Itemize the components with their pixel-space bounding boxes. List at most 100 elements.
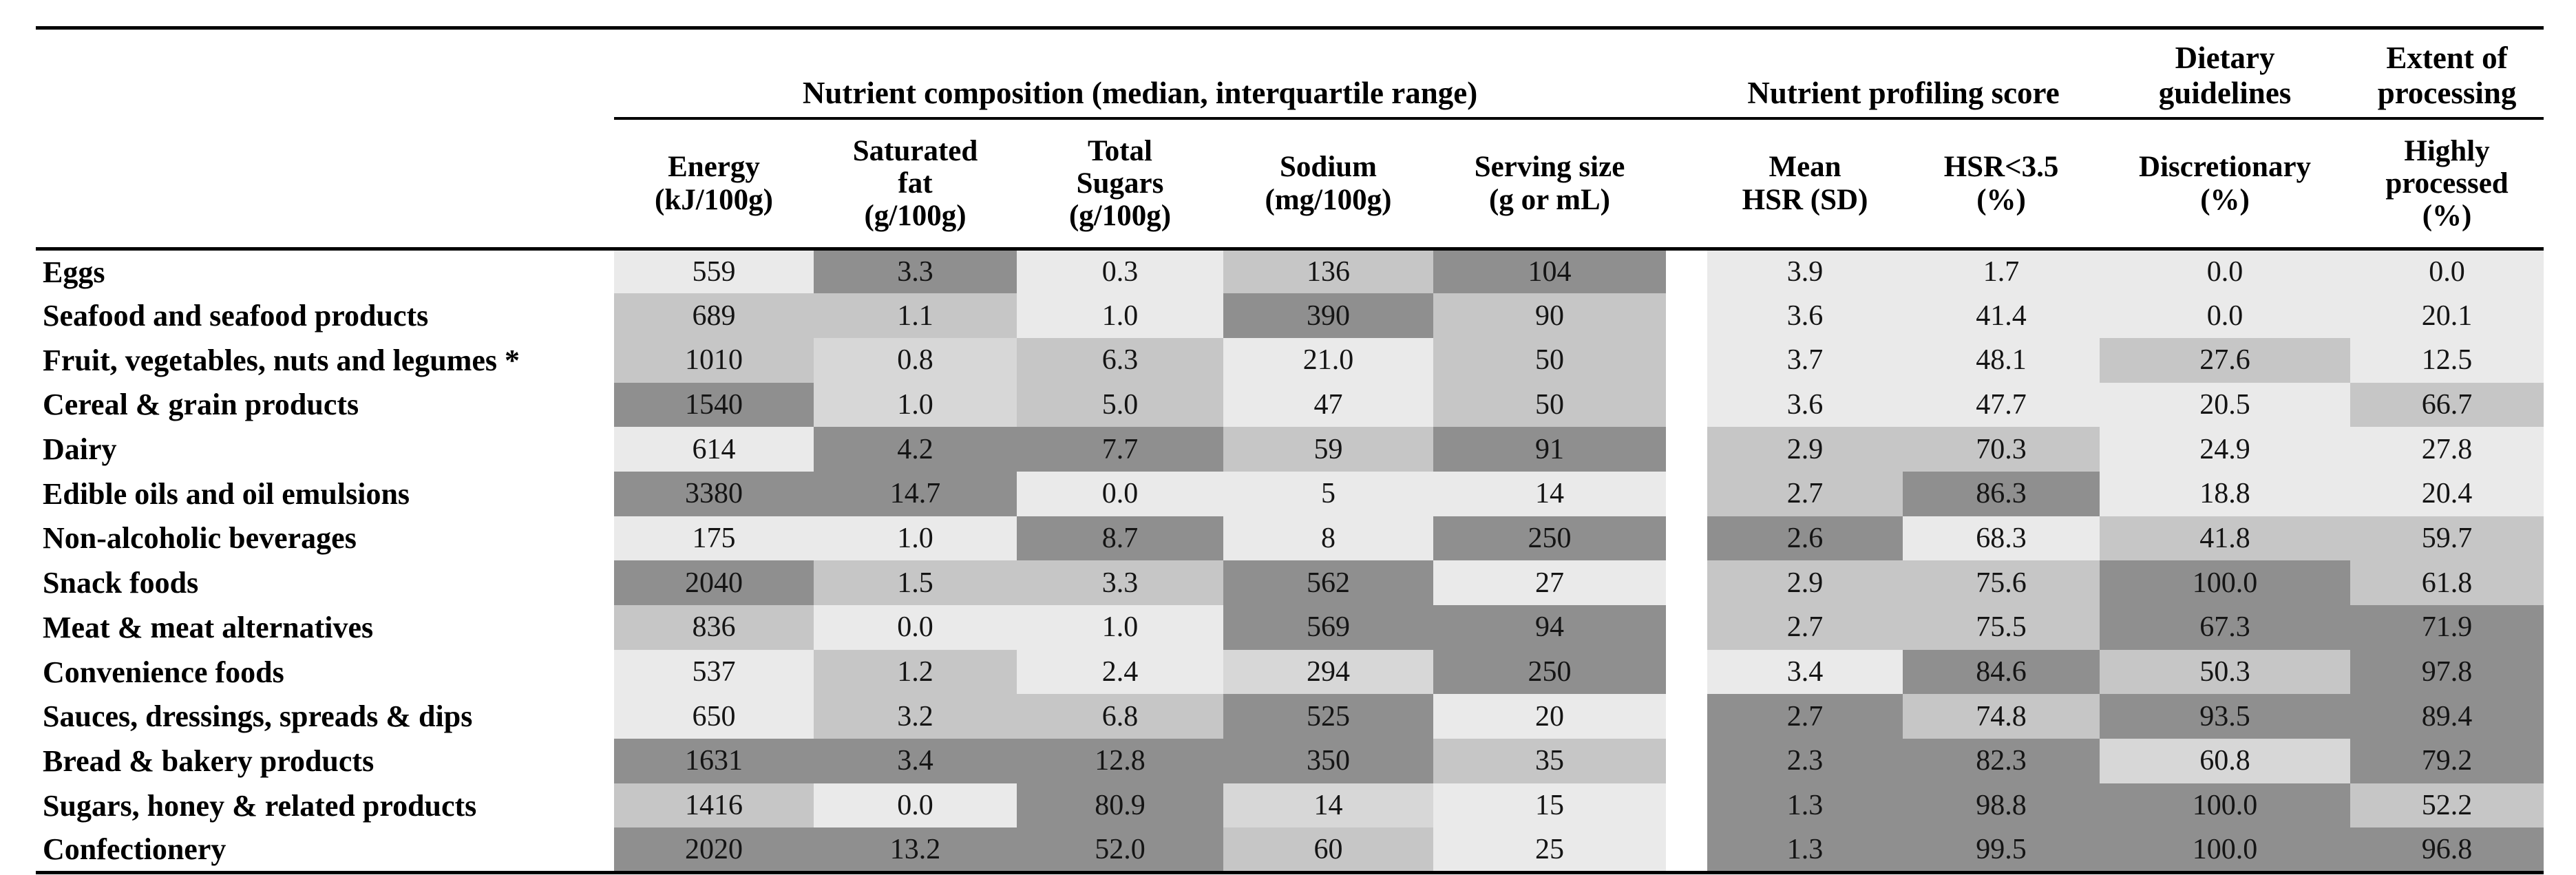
column-separator bbox=[1666, 427, 1708, 472]
data-cell: 614 bbox=[614, 427, 814, 472]
row-category-label: Cereal & grain products bbox=[36, 382, 614, 428]
data-cell: 0.0 bbox=[2350, 249, 2544, 294]
data-cell: 67.3 bbox=[2100, 605, 2351, 650]
data-cell: 41.8 bbox=[2100, 516, 2351, 561]
data-cell: 15 bbox=[1433, 783, 1667, 828]
row-category-label: Sugars, honey & related products bbox=[36, 783, 614, 828]
data-cell: 3.6 bbox=[1707, 293, 1903, 338]
row-category-label: Seafood and seafood products bbox=[36, 293, 614, 338]
data-cell: 250 bbox=[1433, 649, 1667, 695]
group-header: Dietary guidelines bbox=[2100, 26, 2351, 120]
data-cell: 84.6 bbox=[1903, 649, 2100, 695]
column-separator bbox=[1666, 694, 1708, 739]
column-separator bbox=[1666, 249, 1708, 294]
data-cell: 14 bbox=[1433, 471, 1667, 516]
row-category-label: Edible oils and oil emulsions bbox=[36, 471, 614, 516]
data-cell: 5.0 bbox=[1017, 382, 1223, 428]
column-header: Total Sugars (g/100g) bbox=[1017, 118, 1223, 251]
data-cell: 2.9 bbox=[1707, 560, 1903, 605]
column-separator bbox=[1666, 605, 1708, 650]
data-cell: 0.3 bbox=[1017, 249, 1223, 294]
data-cell: 71.9 bbox=[2350, 605, 2544, 650]
data-cell: 91 bbox=[1433, 427, 1667, 472]
column-separator bbox=[1666, 827, 1708, 874]
data-cell: 8 bbox=[1223, 516, 1433, 561]
row-category-label: Convenience foods bbox=[36, 649, 614, 695]
data-cell: 52.0 bbox=[1017, 827, 1223, 874]
data-cell: 86.3 bbox=[1903, 471, 2100, 516]
data-cell: 50 bbox=[1433, 337, 1667, 383]
table-row: Sugars, honey & related products 1416 0.0 8… bbox=[36, 783, 2544, 828]
data-cell: 1.5 bbox=[814, 560, 1017, 605]
column-header-row: Energy (kJ/100g) Saturated fat (g/100g) To… bbox=[36, 118, 2544, 251]
data-cell: 100.0 bbox=[2100, 560, 2351, 605]
data-cell: 525 bbox=[1223, 694, 1433, 739]
data-cell: 60.8 bbox=[2100, 739, 2351, 783]
data-cell: 3.4 bbox=[814, 739, 1017, 783]
data-cell: 90 bbox=[1433, 293, 1667, 338]
data-cell: 3.9 bbox=[1707, 249, 1903, 294]
data-cell: 6.8 bbox=[1017, 694, 1223, 739]
data-cell: 537 bbox=[614, 649, 814, 695]
data-cell: 0.0 bbox=[814, 605, 1017, 650]
data-cell: 59 bbox=[1223, 427, 1433, 472]
data-cell: 59.7 bbox=[2350, 516, 2544, 561]
table-row: Non-alcoholic beverages 175 1.0 8.7 8 250 2.6 6… bbox=[36, 516, 2544, 561]
data-cell: 1.2 bbox=[814, 649, 1017, 695]
data-cell: 89.4 bbox=[2350, 694, 2544, 739]
column-separator bbox=[1666, 471, 1708, 516]
data-cell: 12.8 bbox=[1017, 739, 1223, 783]
data-cell: 47.7 bbox=[1903, 382, 2100, 428]
data-cell: 2.4 bbox=[1017, 649, 1223, 695]
data-cell: 3.3 bbox=[1017, 560, 1223, 605]
data-cell: 569 bbox=[1223, 605, 1433, 650]
column-separator bbox=[1666, 516, 1708, 561]
data-cell: 50.3 bbox=[2100, 649, 2351, 695]
data-cell: 1.3 bbox=[1707, 783, 1903, 828]
data-cell: 1.0 bbox=[814, 516, 1017, 561]
table-row: Meat & meat alternatives 836 0.0 1.0 569 94 2.… bbox=[36, 605, 2544, 650]
column-header: Highly processed (%) bbox=[2350, 118, 2544, 251]
table-row: Seafood and seafood products 689 1.1 1.0 390… bbox=[36, 293, 2544, 338]
data-cell: 80.9 bbox=[1017, 783, 1223, 828]
column-separator bbox=[1666, 783, 1708, 828]
table-row: Snack foods 2040 1.5 3.3 562 27 2.9 75.6 100.0 61… bbox=[36, 560, 2544, 605]
data-cell: 75.6 bbox=[1903, 560, 2100, 605]
table-row: Eggs 559 3.3 0.3 136 104 3.9 1.7 0.0 0.0 bbox=[36, 249, 2544, 294]
data-cell: 1416 bbox=[614, 783, 814, 828]
table-row: Sauces, dressings, spreads & dips 650 3.2 6… bbox=[36, 694, 2544, 739]
data-cell: 136 bbox=[1223, 249, 1433, 294]
data-cell: 0.0 bbox=[814, 783, 1017, 828]
data-cell: 650 bbox=[614, 694, 814, 739]
data-cell: 98.8 bbox=[1903, 783, 2100, 828]
column-separator bbox=[1666, 337, 1708, 383]
column-separator bbox=[1666, 560, 1708, 605]
data-cell: 100.0 bbox=[2100, 783, 2351, 828]
data-cell: 562 bbox=[1223, 560, 1433, 605]
table-row: Cereal & grain products 1540 1.0 5.0 47 50 3.6… bbox=[36, 382, 2544, 428]
column-separator bbox=[1666, 739, 1708, 783]
data-cell: 5 bbox=[1223, 471, 1433, 516]
column-header: Serving size (g or mL) bbox=[1433, 118, 1667, 251]
data-cell: 20.4 bbox=[2350, 471, 2544, 516]
group-header: Nutrient profiling score bbox=[1707, 26, 2100, 120]
data-cell: 104 bbox=[1433, 249, 1667, 294]
data-cell: 66.7 bbox=[2350, 382, 2544, 428]
row-category-label: Snack foods bbox=[36, 560, 614, 605]
data-cell: 294 bbox=[1223, 649, 1433, 695]
table-row: Confectionery 2020 13.2 52.0 60 25 1.3 99.5 100.… bbox=[36, 827, 2544, 874]
row-category-label: Non-alcoholic beverages bbox=[36, 516, 614, 561]
data-cell: 8.7 bbox=[1017, 516, 1223, 561]
column-separator bbox=[1666, 649, 1708, 695]
data-cell: 1631 bbox=[614, 739, 814, 783]
data-cell: 41.4 bbox=[1903, 293, 2100, 338]
data-cell: 0.8 bbox=[814, 337, 1017, 383]
row-category-label: Confectionery bbox=[36, 827, 614, 874]
data-cell: 14 bbox=[1223, 783, 1433, 828]
data-cell: 3.2 bbox=[814, 694, 1017, 739]
data-cell: 836 bbox=[614, 605, 814, 650]
data-cell: 94 bbox=[1433, 605, 1667, 650]
data-cell: 96.8 bbox=[2350, 827, 2544, 874]
data-cell: 350 bbox=[1223, 739, 1433, 783]
